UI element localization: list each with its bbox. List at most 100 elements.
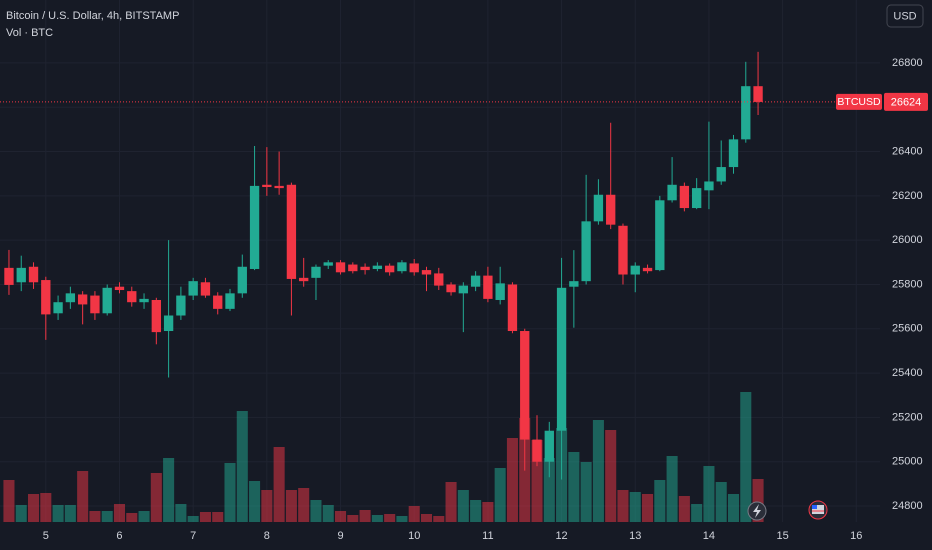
volume-bar	[261, 490, 273, 522]
volume-bar	[592, 420, 604, 522]
candle-body	[532, 439, 542, 462]
x-tick-label: 8	[264, 530, 270, 542]
volume-bar	[691, 504, 703, 522]
volume-bar	[212, 512, 224, 522]
candle-body	[569, 281, 579, 287]
candle-body	[495, 283, 505, 300]
volume-bar	[408, 506, 420, 522]
time-axis	[0, 522, 932, 550]
candle-body	[249, 185, 260, 269]
candle-body	[483, 275, 493, 299]
volume-bar	[642, 494, 654, 522]
volume-bar	[335, 511, 347, 522]
volume-bar	[273, 447, 285, 522]
y-tick-label: 25000	[892, 456, 923, 468]
candle-body	[114, 286, 125, 291]
symbol-label-bg	[836, 93, 882, 110]
candle-body	[360, 266, 370, 271]
volume-bar	[433, 516, 445, 522]
chart-title: Bitcoin / U.S. Dollar, 4h, BITSTAMP	[6, 10, 179, 22]
y-tick-label: 25600	[892, 323, 923, 335]
grid	[0, 0, 880, 522]
candle-body	[409, 263, 419, 273]
candle-body	[41, 280, 51, 315]
candle-body	[311, 266, 321, 278]
candles	[4, 51, 763, 480]
currency-label[interactable]: USD	[893, 10, 916, 22]
volume-bar	[347, 515, 359, 522]
volume-bar	[175, 504, 187, 522]
candle-body	[335, 262, 346, 273]
x-tick-label: 7	[190, 530, 196, 542]
candle-body	[667, 184, 677, 201]
volume-bar	[482, 502, 494, 522]
volume-bar	[703, 466, 715, 522]
candle-body	[176, 295, 186, 316]
volume-bar	[113, 504, 126, 522]
price-axis	[880, 0, 932, 550]
y-tick-label: 24800	[892, 500, 923, 512]
candle-body	[655, 200, 665, 271]
x-tick-label: 15	[776, 530, 788, 542]
volume-bar	[224, 463, 236, 522]
y-tick-label: 26800	[892, 57, 923, 69]
volume-bar	[236, 411, 248, 522]
volume-bar	[654, 480, 666, 522]
candle-body	[421, 270, 432, 275]
candle-body	[593, 194, 604, 222]
candle-body	[606, 194, 616, 225]
y-tick-label: 25800	[892, 278, 923, 290]
y-tick-label: 26400	[892, 145, 923, 157]
candle-body	[470, 275, 481, 287]
candle-body	[127, 291, 137, 303]
lightning-icon[interactable]	[747, 501, 767, 521]
candle-body	[348, 264, 358, 272]
flag-icon[interactable]	[808, 500, 828, 520]
volume-bar	[52, 505, 64, 522]
volume-bar	[531, 440, 543, 522]
candle-body	[753, 86, 763, 102]
candle-body	[384, 265, 395, 273]
candle-body	[372, 265, 383, 269]
symbol-label: BTCUSD	[837, 96, 881, 108]
volume-bar	[457, 490, 469, 522]
candle-body	[53, 302, 63, 314]
candle-body	[200, 282, 211, 296]
price-label: 26624	[891, 96, 922, 108]
volume-bar	[371, 515, 383, 522]
currency-button[interactable]	[886, 4, 924, 28]
candle-body	[716, 167, 726, 182]
volume-bar	[506, 438, 518, 522]
candle-body	[28, 266, 39, 283]
candle-body	[102, 287, 112, 314]
candle-body	[691, 188, 702, 209]
candle-body	[65, 293, 76, 303]
volume-bar	[298, 488, 310, 522]
volume-bar	[494, 468, 506, 522]
volume-bar	[752, 479, 764, 522]
volume-label: Vol · BTC	[6, 27, 53, 39]
candle-body	[397, 262, 407, 272]
candle-body	[90, 295, 100, 314]
candle-body	[630, 265, 640, 275]
x-tick-label: 5	[43, 530, 49, 542]
candle-body	[225, 293, 235, 309]
candle-body	[679, 185, 690, 209]
candle-body	[323, 262, 333, 266]
candle-body	[274, 185, 284, 189]
volume-bar	[138, 511, 150, 522]
volume-bar	[187, 516, 199, 522]
y-tick-label: 25400	[892, 367, 923, 379]
y-tick-label: 26200	[892, 190, 923, 202]
candle-body	[163, 315, 174, 332]
candle-body	[642, 267, 653, 272]
volume-bar	[543, 458, 555, 522]
y-tick-label: 26000	[892, 234, 923, 246]
volume-bar	[15, 505, 27, 522]
volume-bar	[470, 500, 482, 522]
candle-body	[262, 184, 272, 187]
x-tick-label: 9	[337, 530, 343, 542]
